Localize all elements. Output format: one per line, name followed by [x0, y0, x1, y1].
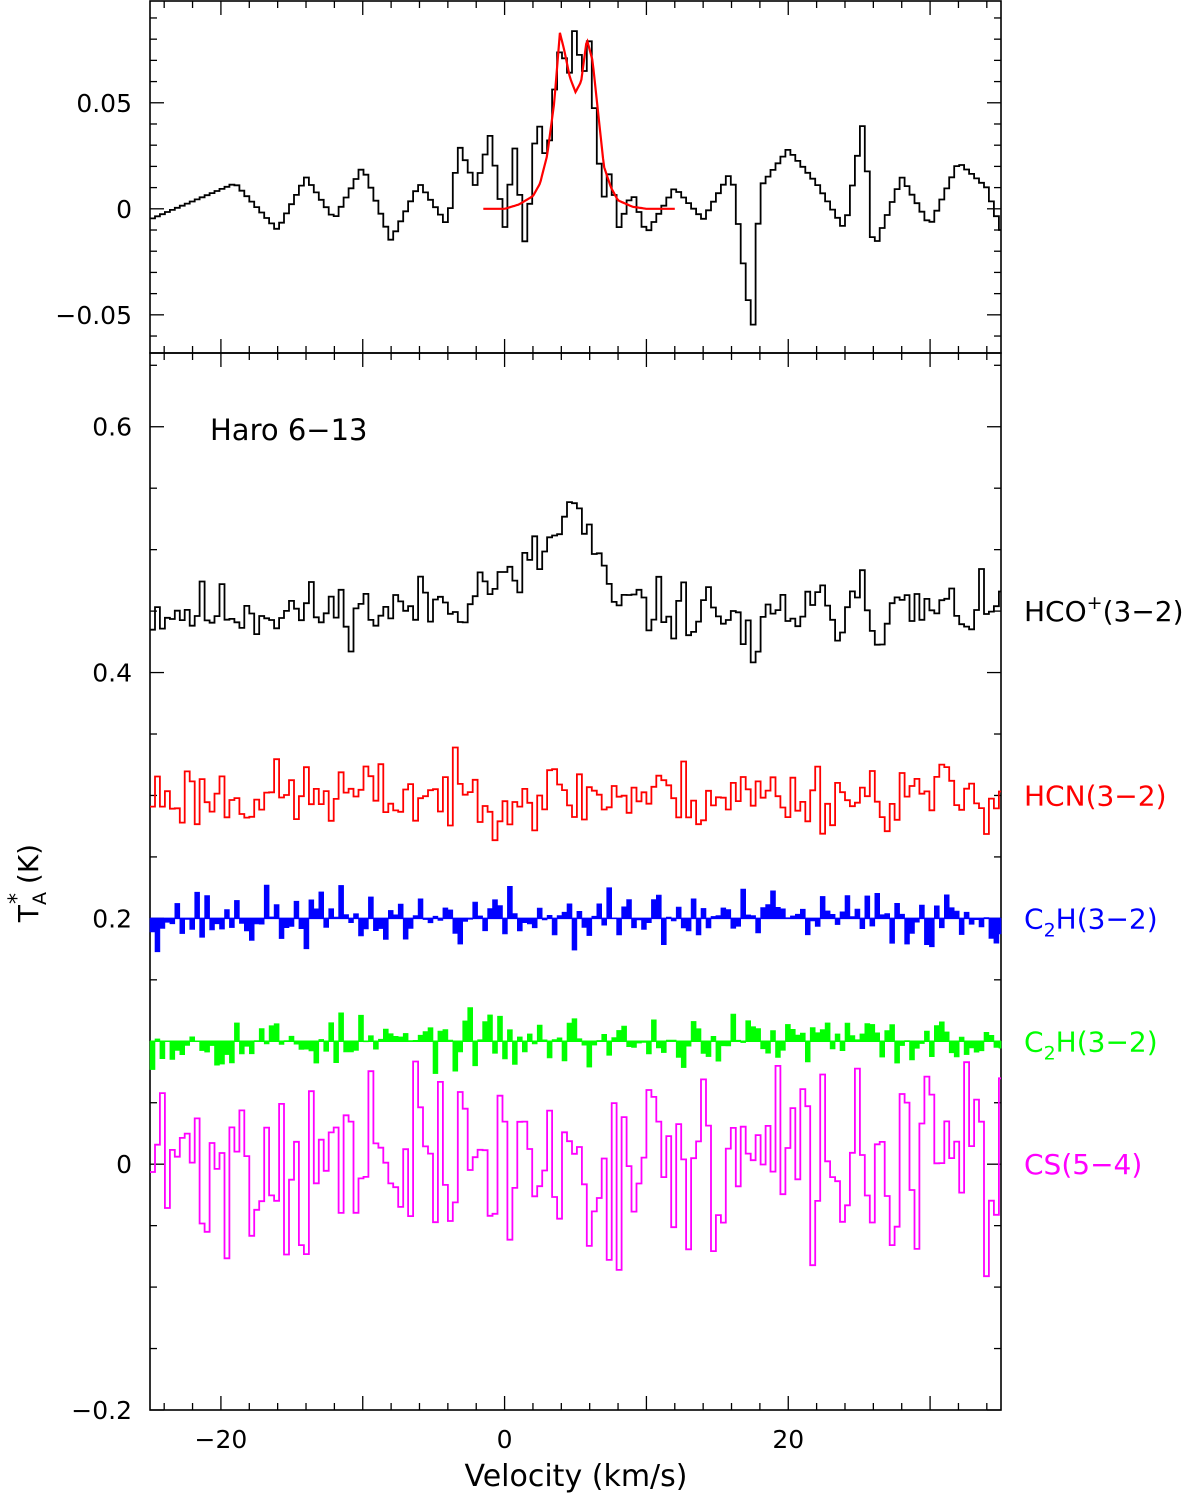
svg-text:TA* (K): TA* (K) — [5, 844, 51, 923]
series-label-main: HCN — [1024, 779, 1086, 812]
fit-curve — [483, 32, 675, 210]
y-tick-label: 0.05 — [76, 89, 132, 118]
series-label-main: C — [1024, 1025, 1044, 1058]
spectrum-c2h-3-2-label: C2H(3−2) — [1024, 1025, 1158, 1064]
series-label-sub: 2 — [1044, 1042, 1056, 1064]
series-label-tail: (5−4) — [1061, 1148, 1142, 1181]
y-tick-label: 0.2 — [92, 904, 132, 933]
series-label-tail: (3−2) — [1103, 595, 1184, 628]
series-label-main: HCO — [1024, 595, 1087, 628]
series-label-sup: + — [1087, 592, 1103, 614]
bottom-panel: −0.200.20.40.6−20 0 20HCO+(3−2)HCN(3−2)C2H… — [71, 352, 1184, 1454]
x-axis-title: Velocity (km/s) — [465, 1459, 688, 1494]
y-axis-title-sup: * — [5, 893, 30, 904]
x-tick-label: −20 — [195, 1425, 248, 1454]
y-axis-title-unit: (K) — [12, 844, 45, 893]
y-tick-label: 0.4 — [92, 659, 132, 688]
source-name-label: Haro 6−13 — [210, 413, 367, 447]
plot-frame — [149, 352, 1002, 1411]
spectrum-hcn-3-2 — [150, 746, 1001, 842]
plot-frame — [149, 0, 1002, 354]
y-tick-label: 0 — [116, 1150, 132, 1179]
spectrum-c2h-3-2-label: C2H(3−2) — [1024, 902, 1158, 941]
spectrum-cs-5-4-label: CS(5−4) — [1024, 1148, 1142, 1181]
spectrum-hco-3-2-label: HCO+(3−2) — [1024, 592, 1184, 628]
series-label-sub: 2 — [1044, 919, 1056, 941]
y-tick-label: 0 — [116, 195, 132, 224]
spectrum-hcn-3-2-label: HCN(3−2) — [1024, 779, 1167, 812]
y-tick-label: −0.05 — [55, 301, 132, 330]
y-tick-label: 0.6 — [92, 413, 132, 442]
series-label-tail: H(3−2) — [1056, 1025, 1158, 1058]
x-tick-label: 0 — [497, 1425, 513, 1454]
series-label-tail: (3−2) — [1086, 779, 1167, 812]
series-label-main: C — [1024, 902, 1044, 935]
series-label-main: CS — [1024, 1148, 1061, 1181]
x-tick-label: 20 — [772, 1425, 804, 1454]
series-label-tail: H(3−2) — [1056, 902, 1158, 935]
spectrum-cs-5-4 — [150, 1060, 1001, 1278]
y-axis-title-sub: A — [29, 892, 51, 905]
y-axis-title-main: T — [12, 904, 45, 923]
top-panel: −0.05 0 0.05 — [55, 0, 1002, 354]
spectrum-hco-3-2 — [150, 501, 1001, 664]
y-tick-label: −0.2 — [71, 1396, 132, 1425]
spectrum-line — [150, 30, 1001, 326]
y-axis-title: TA* (K) — [5, 844, 51, 923]
